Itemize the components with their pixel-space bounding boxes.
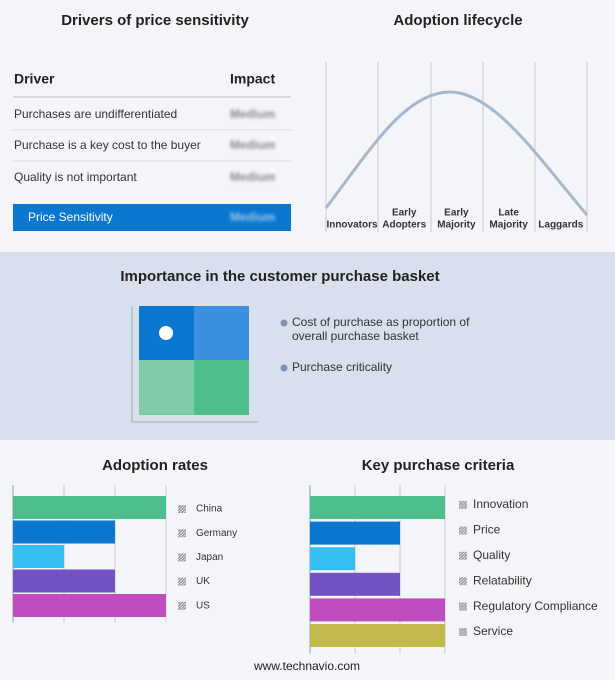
legend-icon [178,505,186,513]
legend-icon [178,577,186,586]
impact: Medium [230,170,275,184]
bar [310,496,445,519]
legend-icon [459,628,467,636]
legend-icon [459,577,467,586]
legend-icon [459,501,467,509]
charts: Adoption rates China Germany Japan UK US Key p… [12,457,598,654]
footer: www.technavio.com [253,659,360,673]
section-title: Drivers of price sensitivity [61,12,249,29]
stage-label: Majority [489,220,528,231]
lifecycle-labels: InnovatorsEarlyAdoptersEarlyMajorityLate… [326,208,583,231]
legend-label: US [196,600,210,611]
chart-title: Adoption rates [102,457,208,474]
bar [310,521,400,545]
legend-icon [459,602,467,611]
legend-bullet [280,364,288,372]
bar [13,496,166,519]
stage-label: Laggards [538,220,583,231]
legend-label: Japan [196,552,223,563]
stage-label: Late [498,208,519,219]
legend-label: UK [196,576,210,587]
legend-label: Purchase criticality [292,360,392,374]
lifecycle-dividers [325,62,588,232]
impact: Medium [230,210,275,224]
bar [13,594,166,617]
legend-label: Price [473,523,501,537]
stage-label: Innovators [326,220,378,231]
legend-label: China [196,504,223,515]
stage-label: Majority [437,220,476,231]
legend-icon [459,551,467,560]
bar [13,520,115,544]
stage-label: Early [444,208,469,219]
legend-icon [178,601,186,610]
bar [310,572,400,596]
bar [13,569,115,593]
impact: Medium [230,138,275,152]
driver: Purchase is a key cost to the buyer [14,138,201,152]
highlight-row [13,204,291,231]
legend-icon [178,553,186,562]
bar [310,598,445,622]
legend-icon [459,526,467,535]
impact: Medium [230,107,275,121]
legend-label: Service [473,624,513,638]
position-marker [159,326,173,340]
bar [13,545,64,568]
bar [310,624,445,647]
quadrant [194,306,249,360]
driver: Quality is not important [14,170,137,184]
driver: Price Sensitivity [28,210,113,224]
table-header: Impact [230,71,275,87]
bottom-bg [0,440,615,680]
section-title: Adoption lifecycle [393,12,522,29]
legend-label: Quality [473,548,510,562]
stage-label: Early [392,208,417,219]
legend-label: Innovation [473,497,528,511]
quadrant [194,360,249,415]
lifecycle-curve [324,90,589,216]
bar [310,547,355,571]
legend-label: overall purchase basket [292,329,419,343]
legend-label: Regulatory Compliance [473,599,598,613]
quadrant [139,360,194,415]
table-header: Driver [14,71,55,87]
driver: Purchases are undifferentiated [14,107,177,121]
legend-bullet [280,319,288,327]
stage-label: Adopters [382,220,426,231]
chart-title: Key purchase criteria [362,457,515,474]
legend-label: Germany [196,528,237,539]
legend-icon [178,529,186,538]
legend-label: Relatability [473,573,532,587]
section-title: Importance in the customer purchase bask… [120,268,439,285]
middle-bg [0,252,615,440]
legend-label: Cost of purchase as proportion of [292,315,470,329]
